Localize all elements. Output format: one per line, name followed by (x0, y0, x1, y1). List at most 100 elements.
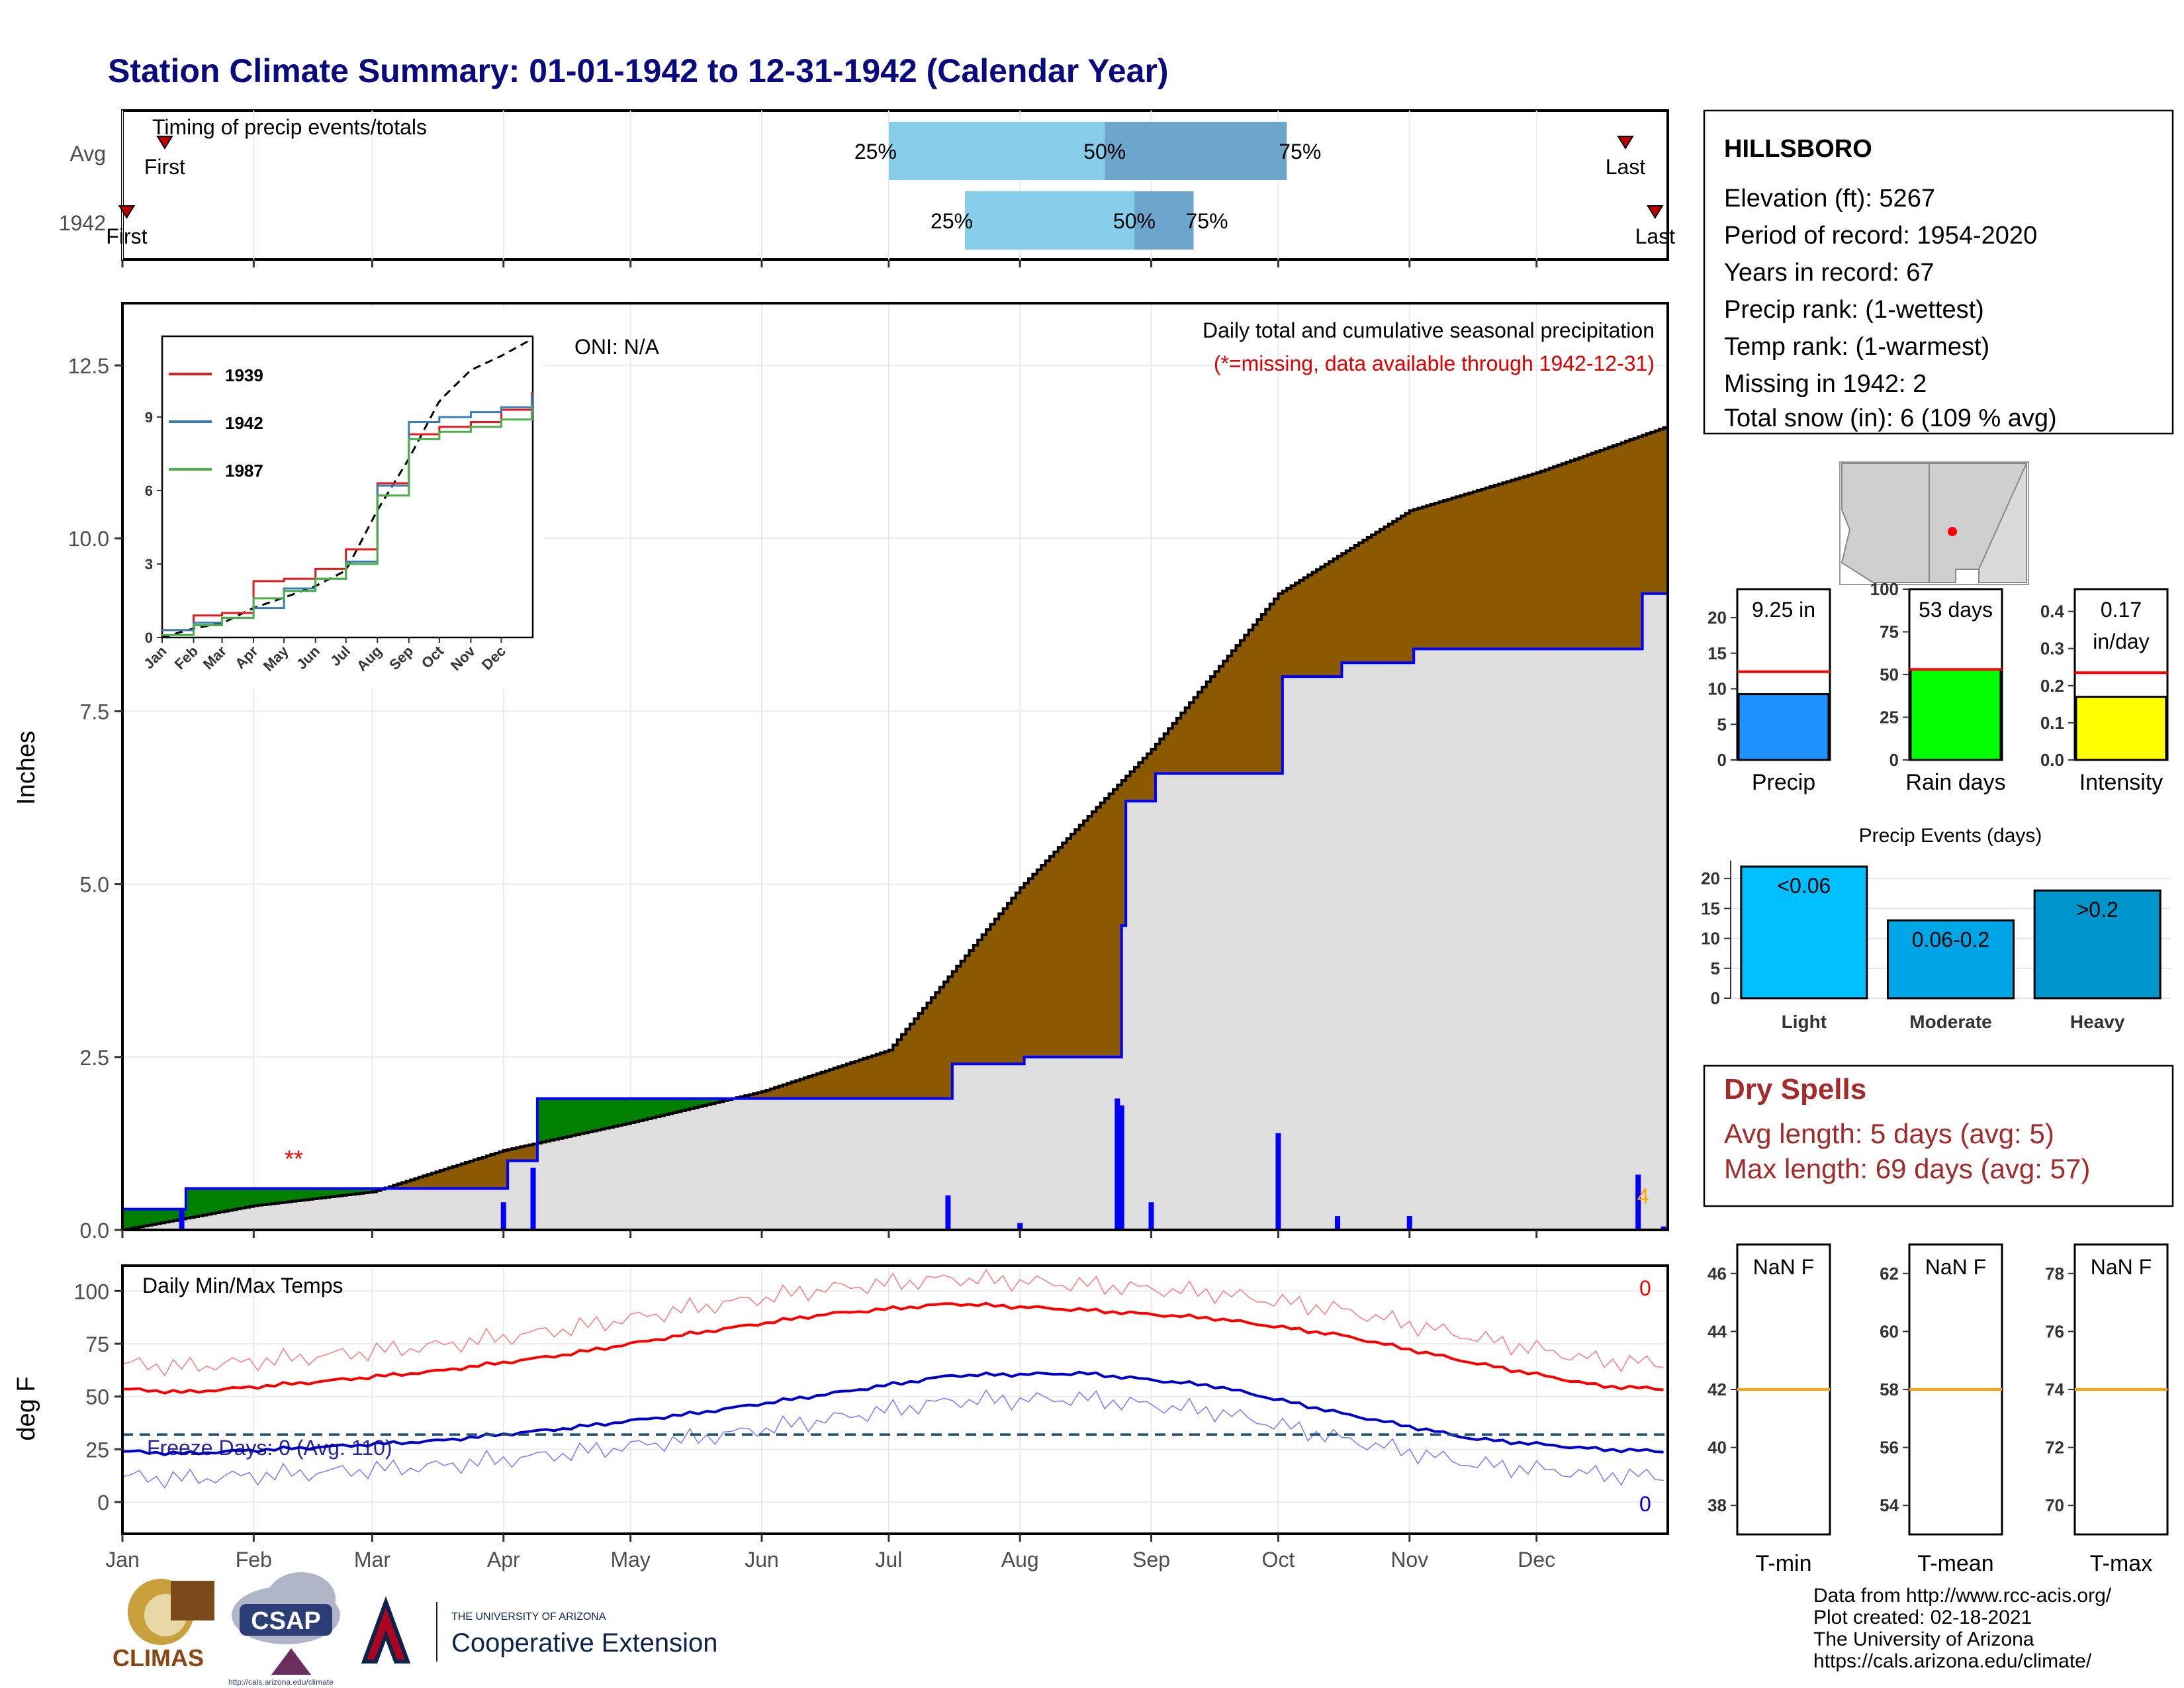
station-line-2: Period of record: 1954-2020 (1724, 222, 2037, 250)
dry-spells-frame (1703, 1064, 2174, 1207)
cumulative-diff-102 (554, 1098, 559, 1140)
cumulative-diff-57 (363, 1188, 369, 1194)
cumulative-diff-255 (1202, 686, 1207, 774)
gauge-tick-label-0-3: 15 (1707, 643, 1727, 663)
cumulative-diff-266 (1248, 630, 1253, 774)
cumulative-diff-323 (1490, 487, 1495, 649)
footer-credits: Data from http://www.rcc-acis.org/ Plot … (1813, 1585, 2112, 1672)
cumulative-diff-306 (1418, 508, 1423, 649)
cumulative-diff-336 (1545, 469, 1550, 649)
cumulative-diff-163 (812, 1074, 817, 1099)
inset-legend-1942: 1942 (225, 413, 263, 433)
cumulative-diff-186 (909, 1023, 915, 1099)
month-label-7: Aug (1001, 1548, 1039, 1571)
tgauge-tick-label-1-4: 62 (1880, 1264, 1899, 1284)
temps-y-tick-label-1: 25 (85, 1438, 109, 1462)
temps-y-tick-label-3: 75 (85, 1333, 109, 1356)
cumulative-diff-36 (275, 1188, 280, 1203)
daily-precip-bar-10 (1118, 1105, 1124, 1230)
climas-logo-text: CLIMAS (113, 1644, 204, 1671)
cumulative-diff-140 (715, 1098, 720, 1103)
timing-row-avg-label: Avg (69, 142, 106, 165)
timing-bar-25-50-0 (888, 122, 1105, 180)
events-category-0: Light (1782, 1011, 1827, 1032)
cumulative-diff-58 (368, 1188, 373, 1193)
cumulative-diff-12 (173, 1209, 178, 1221)
tgauge-tick-label-1-1: 56 (1880, 1438, 1899, 1458)
timing-bar-50-75-1 (1134, 191, 1194, 250)
cumulative-diff-101 (550, 1098, 555, 1141)
cumulative-diff-353 (1617, 444, 1622, 649)
cumulative-diff-200 (969, 950, 974, 1064)
ua-logo: THE UNIVERSITY OF ARIZONA Cooperative Ex… (361, 1596, 717, 1664)
cumulative-diff-164 (817, 1073, 822, 1099)
cumulative-diff-311 (1439, 502, 1444, 649)
cumulative-diff-203 (981, 935, 987, 1064)
gauge-tick-label-0-2: 10 (1707, 679, 1727, 699)
cumulative-diff-252 (1189, 702, 1195, 774)
csap-url: http://cals.arizona.edu/climate (228, 1677, 334, 1687)
cumulative-diff-137 (702, 1098, 707, 1106)
cumulative-diff-321 (1481, 489, 1486, 649)
cumulative-diff-112 (596, 1098, 602, 1131)
cumulative-diff-37 (279, 1188, 284, 1203)
cumulative-diff-108 (579, 1098, 584, 1134)
cumulative-diff-98 (537, 1098, 542, 1143)
cumulative-diff-33 (262, 1188, 267, 1205)
cumulative-diff-73 (432, 1173, 436, 1189)
cumulative-diff-49 (330, 1188, 335, 1197)
cumulative-diff-78 (452, 1166, 457, 1189)
cumulative-diff-55 (355, 1188, 360, 1194)
events-bar-label-2: >0.2 (2077, 898, 2118, 921)
tgauge-tick-label-1-3: 60 (1880, 1321, 1899, 1341)
cumulative-diff-94 (520, 1147, 525, 1161)
tgauge-tick-label-2-2: 74 (2045, 1380, 2064, 1399)
inset-y-label-2: 6 (145, 483, 153, 499)
cumulative-diff-160 (799, 1079, 805, 1099)
cumulative-diff-315 (1456, 496, 1461, 649)
inset-y-label-1: 3 (145, 556, 153, 573)
timing-bar-50-75-0 (1105, 122, 1287, 180)
inset-y-label-0: 0 (145, 630, 153, 646)
cumulative-diff-192 (935, 992, 940, 1099)
temps-count-top: 0 (1639, 1276, 1651, 1300)
cumulative-diff-322 (1485, 487, 1490, 649)
cumulative-diff-132 (681, 1098, 686, 1111)
cumulative-diff-173 (854, 1061, 860, 1099)
cumulative-diff-220 (1054, 851, 1059, 1057)
cumulative-diff-68 (410, 1180, 416, 1189)
month-label-8: Sep (1132, 1548, 1170, 1571)
cumulative-diff-88 (494, 1152, 500, 1189)
cumulative-diff-241 (1142, 758, 1148, 802)
inset-legend: 1939 1942 1987 (169, 365, 263, 481)
cumulative-diff-213 (1024, 883, 1029, 1057)
inset-avg-line (161, 338, 533, 639)
cumulative-diff-171 (846, 1064, 851, 1099)
cumulative-diff-91 (508, 1149, 513, 1161)
timing-bars: 25% 50% 75% First Last 25% 50% 75% First Last (106, 122, 1675, 250)
cumulative-diff-280 (1308, 575, 1313, 677)
cumulative-diff-121 (635, 1098, 640, 1122)
cumulative-diff-235 (1117, 784, 1122, 1057)
cumulative-diff-251 (1185, 708, 1190, 774)
cumulative-diff-6 (148, 1209, 153, 1225)
cumulative-diff-2 (130, 1209, 136, 1229)
cumulative-diff-258 (1214, 671, 1220, 774)
cumulative-diff-157 (787, 1083, 792, 1099)
heavy-count-label: 4 (1637, 1184, 1649, 1208)
daily-precip-bar-17 (1661, 1226, 1666, 1230)
cumulative-diff-211 (1015, 892, 1021, 1064)
inset-series-1987 (162, 404, 533, 636)
station-name: HILLSBORO (1724, 135, 1872, 163)
tgauge-tick-label-0-1: 40 (1707, 1438, 1727, 1458)
cumulative-diff-24 (224, 1188, 229, 1211)
cumulative-diff-72 (427, 1174, 432, 1189)
cumulative-diff-279 (1303, 577, 1308, 677)
station-line-4: Precip rank: (1-wettest) (1724, 296, 1984, 324)
cumulative-diff-167 (829, 1069, 835, 1099)
gauge-label-1: Rain days (1905, 770, 2005, 795)
cumulative-diff-320 (1477, 490, 1482, 649)
events-tick-label-3: 15 (1701, 898, 1720, 918)
temps-panel-frame (121, 1264, 1669, 1535)
